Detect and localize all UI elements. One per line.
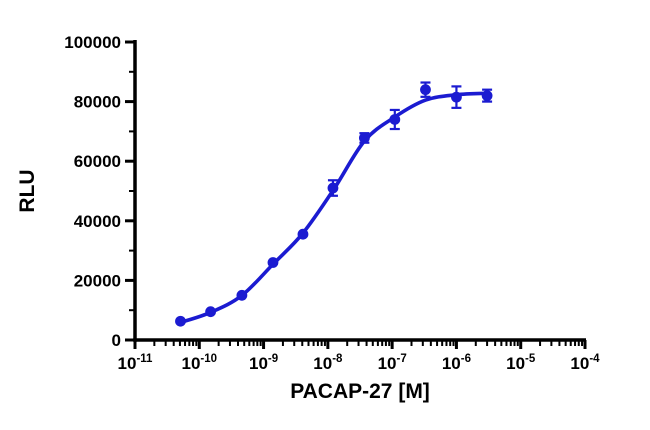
data-point: [389, 114, 401, 125]
data-point: [420, 84, 431, 96]
axis-lines: [133, 40, 586, 342]
y-tick-label: 80000: [74, 93, 121, 112]
fit-curve-path: [178, 91, 490, 325]
x-tick-label: 10-8: [313, 353, 343, 373]
data-point: [267, 257, 279, 268]
x-tick-label: 10-5: [506, 353, 536, 373]
axis-ticks: [125, 40, 587, 349]
data-point: [175, 315, 186, 327]
y-axis-title: RLU: [16, 169, 39, 212]
data-points: [175, 84, 493, 327]
x-tick-label: 10-6: [442, 353, 471, 373]
data-point: [358, 132, 370, 144]
y-tick-label: 40000: [74, 212, 121, 231]
data-point: [481, 90, 493, 102]
data-point: [205, 306, 217, 318]
y-tick-label: 20000: [74, 271, 121, 290]
y-tick-label: 0: [112, 331, 121, 350]
x-tick-label: 10-7: [378, 353, 407, 373]
fit-curve: [178, 91, 490, 325]
data-point: [297, 228, 309, 240]
y-tick-label: 60000: [74, 152, 121, 171]
data-point: [327, 182, 339, 194]
x-tick-label: 10-4: [570, 353, 600, 373]
x-axis-title: PACAP-27 [M]: [290, 380, 430, 403]
axis-labels: 0 20000 40000 60000 80000 100000 10-11 10-10 10-…: [16, 33, 600, 403]
data-point: [451, 91, 462, 103]
x-tick-label: 10-10: [182, 353, 218, 373]
y-tick-label: 100000: [64, 33, 121, 52]
error-bars: [327, 81, 493, 197]
x-tick-label: 10-11: [118, 353, 154, 373]
data-point: [236, 289, 248, 301]
x-tick-label: 10-9: [249, 353, 278, 373]
